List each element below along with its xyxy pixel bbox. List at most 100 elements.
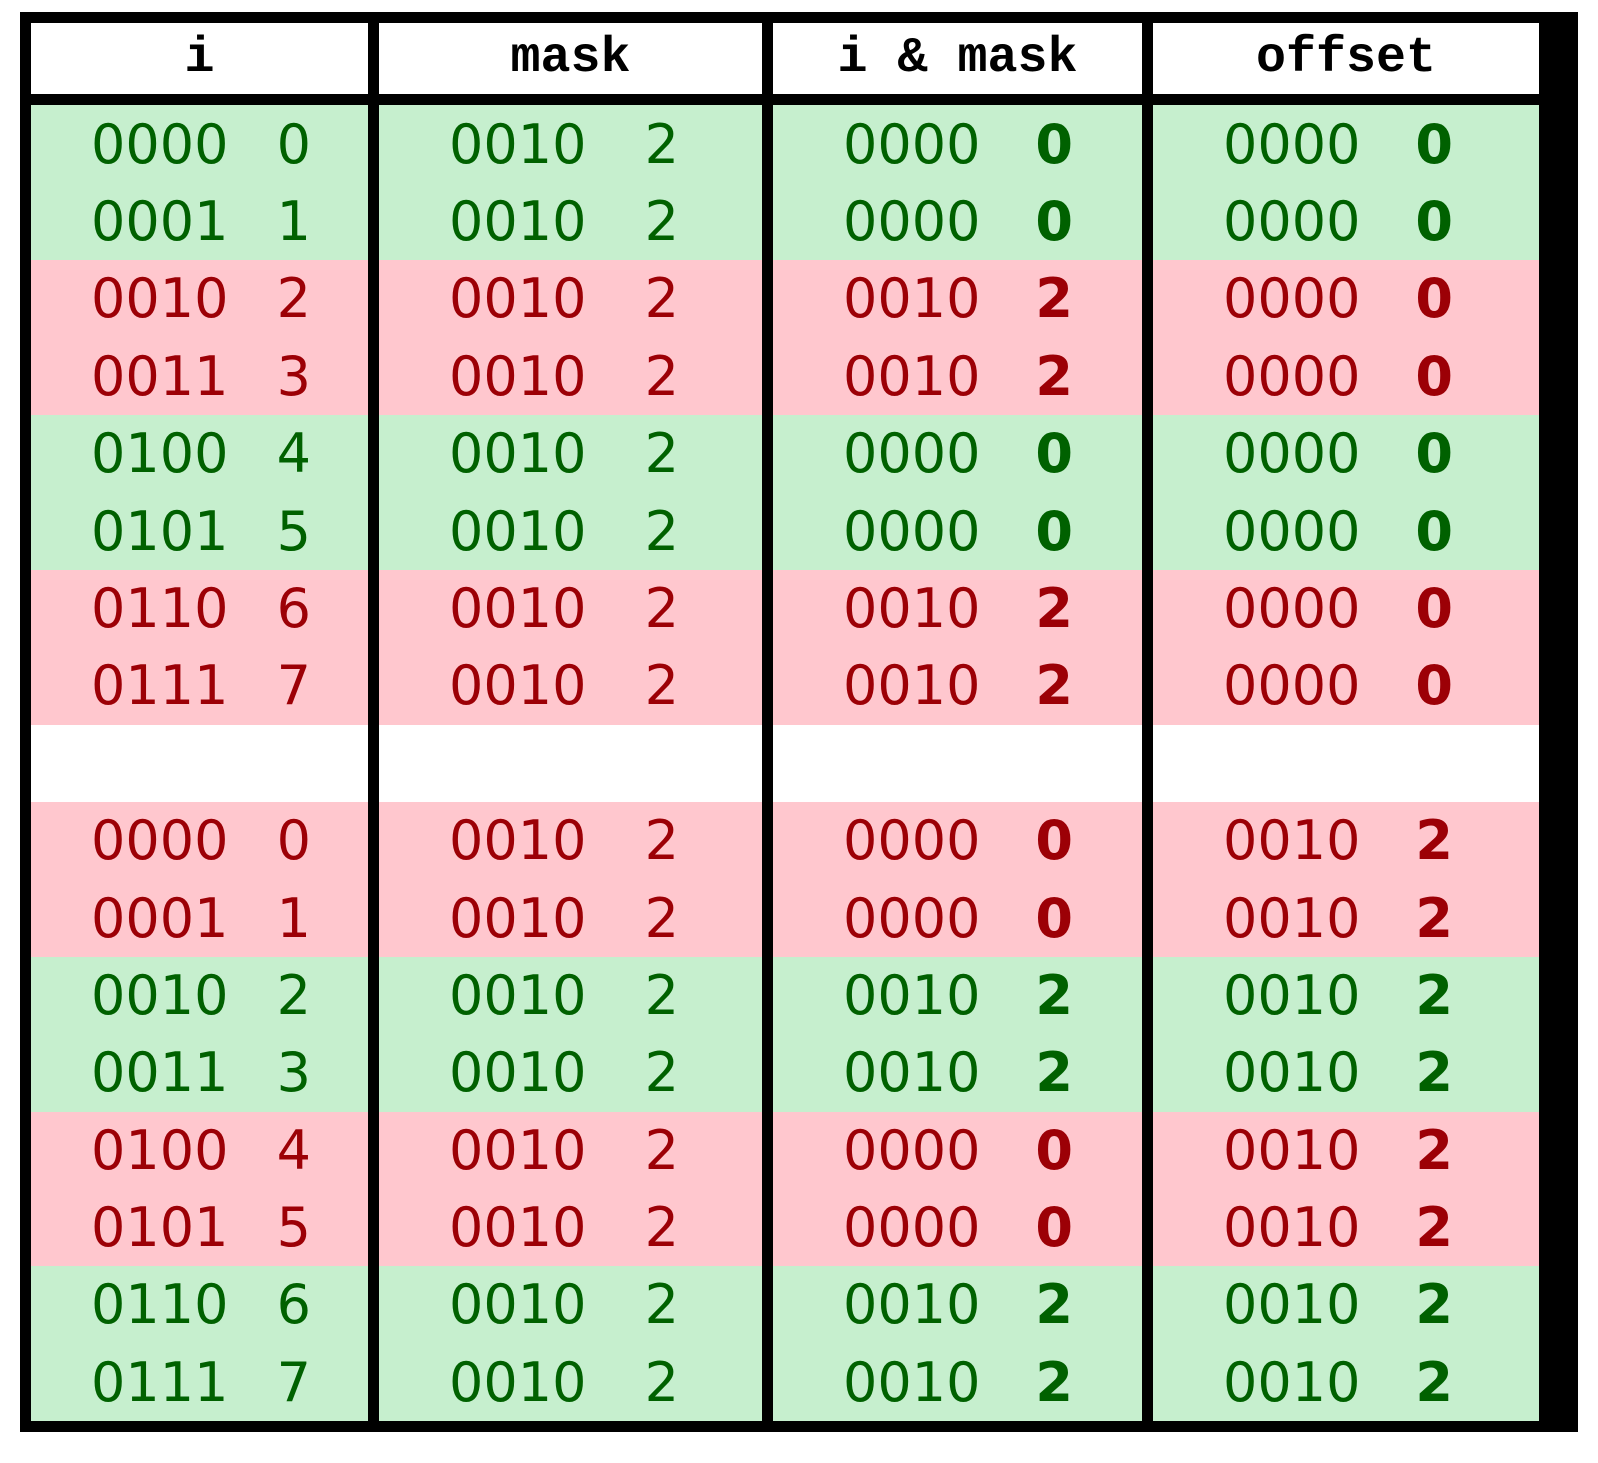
decimal-value: 5 bbox=[276, 499, 311, 563]
table-cell: 0010 2 bbox=[379, 569, 762, 648]
column-header-i: i bbox=[31, 23, 368, 106]
binary-value: 0111 bbox=[91, 1350, 229, 1414]
table-cell: 0011 3 bbox=[31, 1034, 368, 1112]
table-cell: 0000 0 bbox=[773, 1188, 1142, 1267]
table-cell: 0010 2 bbox=[379, 182, 762, 261]
table-cell: 0010 2 bbox=[1153, 1111, 1539, 1189]
decimal-value: 2 bbox=[644, 1196, 679, 1260]
binary-value: 0100 bbox=[91, 422, 229, 486]
table-cell: 0110 6 bbox=[31, 1266, 368, 1344]
table-cell: 0101 5 bbox=[31, 1188, 368, 1267]
decimal-value: 2 bbox=[644, 809, 679, 873]
binary-value: 0001 bbox=[91, 190, 229, 254]
binary-value: 0010 bbox=[1223, 1196, 1361, 1260]
decimal-value: 0 bbox=[1035, 886, 1073, 950]
spacer-row bbox=[1153, 724, 1539, 802]
binary-value: 0000 bbox=[1223, 654, 1361, 718]
column-mask: mask 0010 2 0010 2 0010 2 0010 2 0010 2 0010 2 0010 2… bbox=[379, 23, 762, 1422]
column-offset: offset 0000 0 0000 0 0000 0 0000 0 0000 0 0000 0 000… bbox=[1153, 23, 1539, 1422]
binary-value: 0010 bbox=[843, 344, 981, 408]
decimal-value: 2 bbox=[1415, 1196, 1453, 1260]
binary-value: 0000 bbox=[843, 499, 981, 563]
table-cell: 0010 2 bbox=[31, 260, 368, 338]
binary-value: 0000 bbox=[843, 190, 981, 254]
table-cell: 0000 0 bbox=[31, 105, 368, 183]
decimal-value: 2 bbox=[1035, 267, 1073, 331]
table-cell: 0010 2 bbox=[379, 879, 762, 957]
binary-value: 0000 bbox=[843, 1196, 981, 1260]
decimal-value: 0 bbox=[1035, 190, 1073, 254]
binary-value: 0110 bbox=[91, 1273, 229, 1337]
table-cell: 0111 7 bbox=[31, 1343, 368, 1422]
decimal-value: 0 bbox=[276, 112, 311, 176]
binary-value: 0101 bbox=[91, 1196, 229, 1260]
decimal-value: 1 bbox=[276, 886, 311, 950]
table-cell: 0010 2 bbox=[379, 1343, 762, 1422]
table-cell: 0010 2 bbox=[379, 1111, 762, 1189]
decimal-value: 0 bbox=[276, 809, 311, 873]
decimal-value: 0 bbox=[1415, 190, 1453, 254]
binary-value: 0000 bbox=[1223, 112, 1361, 176]
decimal-value: 2 bbox=[1035, 344, 1073, 408]
decimal-value: 2 bbox=[644, 344, 679, 408]
binary-value: 0000 bbox=[1223, 499, 1361, 563]
binary-value: 0010 bbox=[843, 576, 981, 640]
table-cell: 0010 2 bbox=[379, 1266, 762, 1344]
decimal-value: 2 bbox=[1415, 963, 1453, 1027]
decimal-value: 2 bbox=[644, 963, 679, 1027]
table-cell: 0011 3 bbox=[31, 337, 368, 415]
table-cell: 0010 2 bbox=[773, 647, 1142, 725]
decimal-value: 2 bbox=[644, 499, 679, 563]
binary-value: 0010 bbox=[449, 499, 587, 563]
binary-value: 0010 bbox=[449, 422, 587, 486]
decimal-value: 2 bbox=[1035, 654, 1073, 718]
decimal-value: 1 bbox=[276, 190, 311, 254]
decimal-value: 2 bbox=[1415, 886, 1453, 950]
table-cell: 0010 2 bbox=[1153, 879, 1539, 957]
table-cell: 0010 2 bbox=[773, 1343, 1142, 1422]
binary-value: 0000 bbox=[1223, 267, 1361, 331]
table-cell: 0000 0 bbox=[773, 182, 1142, 261]
decimal-value: 0 bbox=[1415, 344, 1453, 408]
table-cell: 0010 2 bbox=[1153, 956, 1539, 1035]
decimal-value: 3 bbox=[276, 344, 311, 408]
column-header-i-and-mask: i & mask bbox=[773, 23, 1142, 106]
table-cell: 0101 5 bbox=[31, 492, 368, 570]
binary-value: 0000 bbox=[843, 422, 981, 486]
binary-value: 0010 bbox=[1223, 809, 1361, 873]
decimal-value: 2 bbox=[1035, 1041, 1073, 1105]
binary-value: 0010 bbox=[843, 1350, 981, 1414]
spacer-row bbox=[773, 724, 1142, 802]
table-cell: 0010 2 bbox=[379, 1188, 762, 1267]
column-i-and-mask: i & mask 0000 0 0000 0 0010 2 0010 2 0000 0 0000 0 0… bbox=[773, 23, 1142, 1422]
binary-value: 0010 bbox=[449, 809, 587, 873]
binary-value: 0000 bbox=[843, 112, 981, 176]
decimal-value: 2 bbox=[1415, 1041, 1453, 1105]
binary-value: 0010 bbox=[1223, 1273, 1361, 1337]
table-cell: 0010 2 bbox=[1153, 1188, 1539, 1267]
decimal-value: 2 bbox=[644, 190, 679, 254]
table-cell: 0001 1 bbox=[31, 182, 368, 261]
binary-value: 0000 bbox=[91, 112, 229, 176]
binary-value: 0010 bbox=[1223, 1350, 1361, 1414]
table-cell: 0000 0 bbox=[773, 492, 1142, 570]
table-cell: 0010 2 bbox=[379, 337, 762, 415]
decimal-value: 7 bbox=[276, 1350, 311, 1414]
binary-value: 0110 bbox=[91, 576, 229, 640]
table-cell: 0000 0 bbox=[773, 801, 1142, 880]
decimal-value: 2 bbox=[644, 112, 679, 176]
decimal-value: 2 bbox=[1415, 809, 1453, 873]
binary-value: 0010 bbox=[449, 576, 587, 640]
table-cell: 0010 2 bbox=[379, 415, 762, 493]
decimal-value: 7 bbox=[276, 654, 311, 718]
decimal-value: 0 bbox=[1035, 499, 1073, 563]
decimal-value: 0 bbox=[1415, 422, 1453, 486]
binary-value: 0000 bbox=[843, 886, 981, 950]
table-cell: 0110 6 bbox=[31, 569, 368, 648]
binary-value: 0010 bbox=[449, 1196, 587, 1260]
decimal-value: 2 bbox=[644, 267, 679, 331]
table-columns: i 0000 0 0001 1 0010 2 0011 3 0100 4 0101 5 0110 6 011… bbox=[31, 23, 1567, 1422]
table-cell: 0010 2 bbox=[1153, 801, 1539, 880]
table-cell: 0000 0 bbox=[1153, 415, 1539, 493]
decimal-value: 0 bbox=[1415, 499, 1453, 563]
